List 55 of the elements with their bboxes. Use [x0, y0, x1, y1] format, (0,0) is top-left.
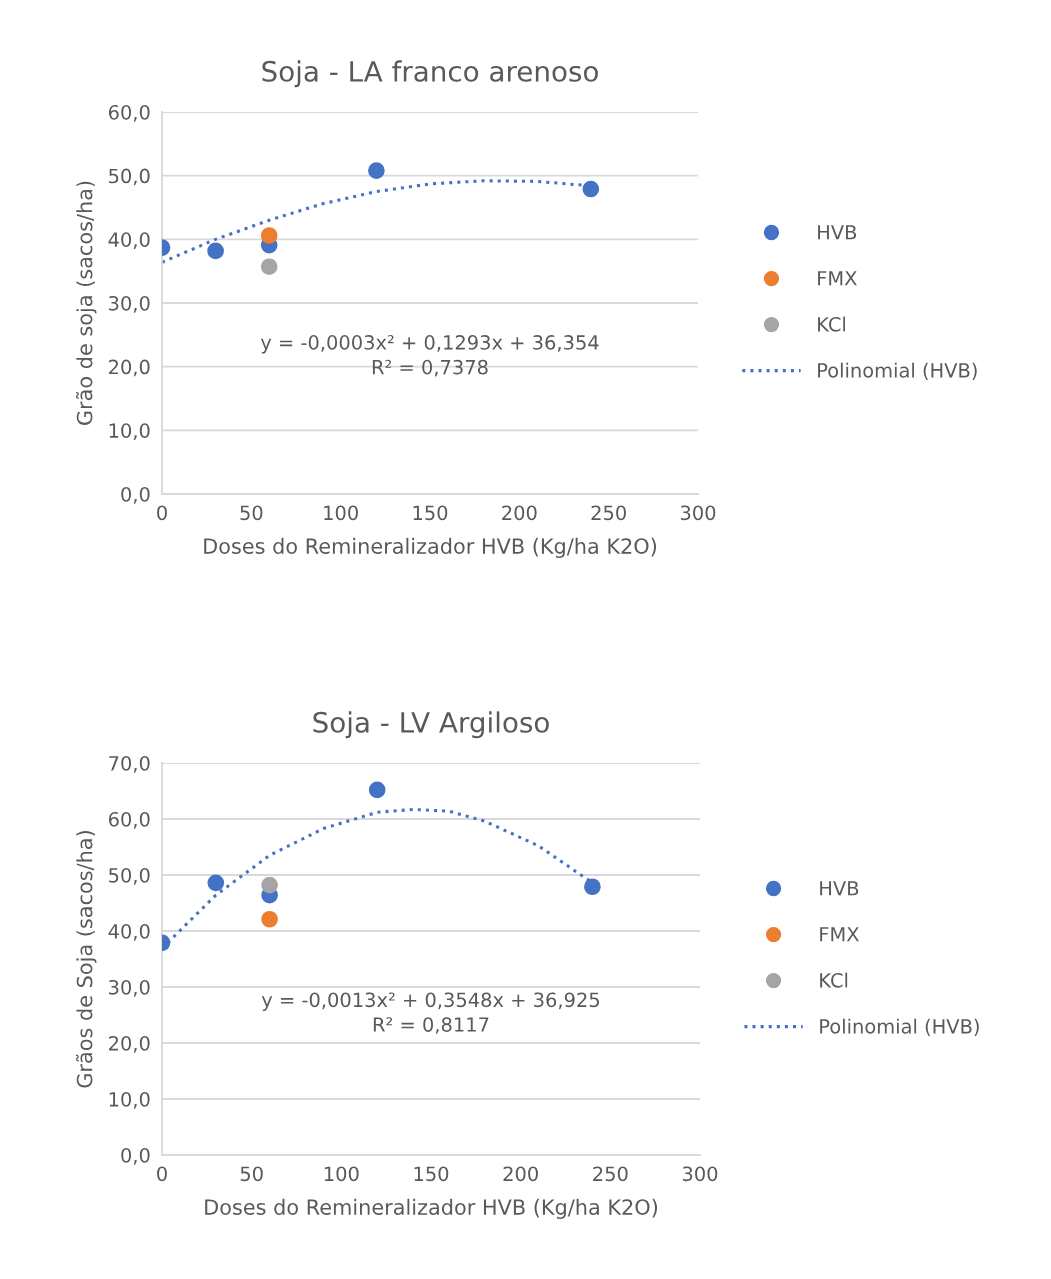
x-tick-label: 200	[502, 505, 537, 521]
annotation: y = -0,0013x² + 0,3548x + 36,925 R² = 0,8117	[261, 992, 599, 1034]
point	[207, 874, 225, 892]
legend-label: FMX	[820, 927, 859, 942]
point	[260, 227, 278, 244]
x-tick-label: 250	[591, 505, 626, 521]
y-tick-label: 10,0	[109, 1091, 150, 1109]
y-tick-label: 30,0	[109, 979, 150, 997]
x-tick-label: 200	[503, 1166, 538, 1182]
y-tick-label: 70,0	[109, 755, 150, 773]
x-tick-label: 150	[413, 505, 448, 521]
y-tick-label: 40,0	[108, 923, 150, 941]
point	[207, 242, 224, 260]
point	[368, 781, 386, 799]
x-tick-label: 50	[240, 1166, 263, 1182]
y-tick-label: 50,0	[109, 168, 150, 186]
y-tick-label: 50,0	[109, 867, 150, 885]
x-tick-label: 0	[157, 505, 167, 521]
point	[261, 910, 278, 928]
legend-label: KCl	[820, 972, 848, 988]
chart-title: Soja - LA franco arenoso	[262, 60, 598, 88]
x-tick-label: 100	[324, 505, 358, 521]
y-tick-label: 10,0	[109, 423, 150, 440]
x-axis-title: Doses do Remineralizador HVB (Kg/ha K2O)	[205, 1198, 658, 1219]
x-tick-label: 0	[157, 1166, 167, 1182]
chart-title: Soja - LV Argiloso	[313, 711, 549, 739]
y-tick-label: 30,0	[109, 295, 150, 313]
point	[368, 162, 385, 179]
y-axis-title: Grão de soja (sacos/ha)	[75, 181, 97, 425]
y-tick-label: 60,0	[108, 104, 150, 122]
legend-label: Polinomial (HVB)	[818, 362, 977, 380]
y-tick-label: 20,0	[109, 359, 150, 377]
y-axis-title: Grãos de Soja (sacos/ha)	[75, 831, 97, 1088]
x-tick-label: 300	[682, 1166, 718, 1182]
y-tick-label: 40,0	[108, 232, 150, 249]
x-tick-label: 100	[324, 1166, 359, 1182]
point	[261, 876, 278, 894]
legend-label: KCl	[818, 316, 846, 332]
x-tick-label: 300	[680, 505, 716, 521]
y-tick-label: 20,0	[109, 1035, 150, 1053]
legend-label: HVB	[818, 225, 857, 240]
legend-label: HVB	[820, 881, 859, 896]
point	[260, 258, 278, 276]
y-tick-label: 0,0	[121, 486, 150, 504]
y-tick-label: 60,0	[108, 811, 150, 829]
point	[584, 878, 601, 896]
annotation: y = -0,0003x² + 0,1293x + 36,354 R² = 0,7378	[260, 335, 599, 377]
legend-label: Polinomial (HVB)	[820, 1018, 979, 1036]
x-tick-label: 150	[414, 1166, 449, 1182]
y-tick-label: 0,0	[121, 1147, 150, 1165]
x-axis-title: Doses do Remineralizador HVB (Kg/ha K2O)	[204, 537, 657, 558]
point	[582, 180, 600, 198]
legend-label: FMX	[818, 271, 857, 286]
x-tick-label: 50	[240, 505, 263, 521]
x-tick-label: 250	[593, 1166, 628, 1182]
